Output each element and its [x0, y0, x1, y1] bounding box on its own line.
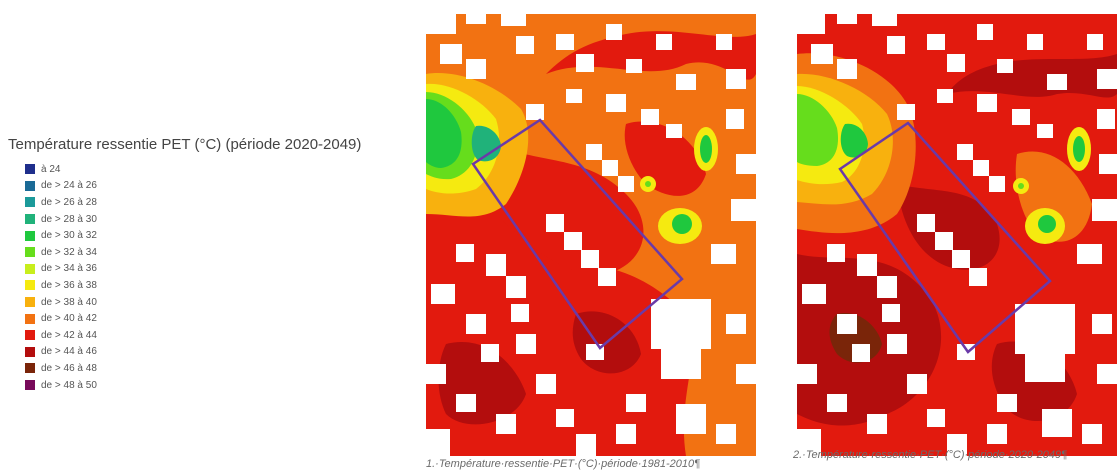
legend-label: de > 34 à 36 — [41, 263, 97, 275]
legend-item: de > 42 à 44 — [25, 327, 408, 344]
legend-item: de > 40 à 42 — [25, 310, 408, 327]
legend-swatch — [25, 197, 35, 208]
heat-zone-28-30 — [471, 125, 501, 162]
heat-zone-30-32 — [1038, 215, 1056, 233]
legend-label: à 24 — [41, 163, 61, 175]
legend-swatch — [25, 346, 35, 357]
legend-swatch — [25, 164, 35, 175]
legend-item: de > 34 à 36 — [25, 261, 408, 278]
heat-zone-32-34 — [797, 94, 839, 166]
legend-label: de > 32 à 34 — [41, 246, 97, 258]
legend-label: de > 40 à 42 — [41, 313, 97, 325]
legend-item: de > 30 à 32 — [25, 227, 408, 244]
heat-zone-30-32 — [1073, 136, 1085, 162]
heat-zone-30-32 — [426, 99, 462, 168]
legend-title: Température ressentie PET (°C) (période … — [8, 136, 362, 153]
legend-label: de > 26 à 28 — [41, 196, 97, 208]
heat-zone-30-32 — [672, 214, 692, 234]
heat-zone-30-32 — [840, 123, 868, 158]
map-2020-2049 — [797, 14, 1117, 456]
legend-swatch — [25, 330, 35, 341]
legend-swatch — [25, 313, 35, 324]
heat-zone-42-44 — [546, 31, 756, 80]
legend-item: à 24 — [25, 161, 408, 178]
legend-swatch — [25, 280, 35, 291]
legend-item: de > 38 à 40 — [25, 294, 408, 311]
legend-label: de > 42 à 44 — [41, 329, 97, 341]
legend-swatch — [25, 247, 35, 258]
heat-zone-32-34 — [1018, 183, 1024, 189]
legend-item: de > 26 à 28 — [25, 194, 408, 211]
legend-swatch — [25, 380, 35, 391]
heatmap-2020-2049 — [797, 14, 1117, 456]
legend-item: de > 36 à 38 — [25, 277, 408, 294]
legend-swatch — [25, 363, 35, 374]
legend-label: de > 48 à 50 — [41, 379, 97, 391]
legend-label: de > 24 à 26 — [41, 180, 97, 192]
legend-item: de > 32 à 34 — [25, 244, 408, 261]
legend-swatch — [25, 180, 35, 191]
legend-label: de > 30 à 32 — [41, 230, 97, 242]
legend-item: de > 44 à 46 — [25, 344, 408, 361]
map-1981-2010 — [426, 14, 756, 456]
legend-swatch — [25, 230, 35, 241]
legend-label: de > 36 à 38 — [41, 279, 97, 291]
legend-item: de > 24 à 26 — [25, 178, 408, 195]
legend-label: de > 44 à 46 — [41, 346, 97, 358]
void-blocks — [797, 14, 1117, 456]
map-caption: 2.·Température·ressentie·PET·(°C)·périod… — [793, 449, 1068, 461]
legend-item: de > 46 à 48 — [25, 360, 408, 377]
legend-item: de > 28 à 30 — [25, 211, 408, 228]
heat-zone-30-32 — [700, 135, 712, 163]
study-area-outline — [838, 121, 1052, 354]
heat-zone-44-46 — [947, 54, 1117, 98]
legend-item: de > 48 à 50 — [25, 377, 408, 394]
heat-zone-42-44 — [496, 144, 644, 275]
legend: Température ressentie PET (°C) (période … — [8, 136, 408, 393]
legend-label: de > 28 à 30 — [41, 213, 97, 225]
legend-list: à 24 de > 24 à 26 de > 26 à 28 de > 28 à… — [8, 161, 408, 393]
map-caption: 1.·Température·ressentie·PET·(°C)·périod… — [426, 458, 701, 470]
legend-swatch — [25, 263, 35, 274]
void-blocks — [426, 14, 756, 456]
legend-swatch — [25, 214, 35, 225]
legend-swatch — [25, 297, 35, 308]
legend-label: de > 38 à 40 — [41, 296, 97, 308]
legend-label: de > 46 à 48 — [41, 362, 97, 374]
heat-zone-44-46 — [897, 184, 1000, 270]
heatmap-1981-2010 — [426, 14, 756, 456]
heat-zone-32-34 — [645, 181, 651, 187]
study-area-outline — [471, 118, 684, 350]
